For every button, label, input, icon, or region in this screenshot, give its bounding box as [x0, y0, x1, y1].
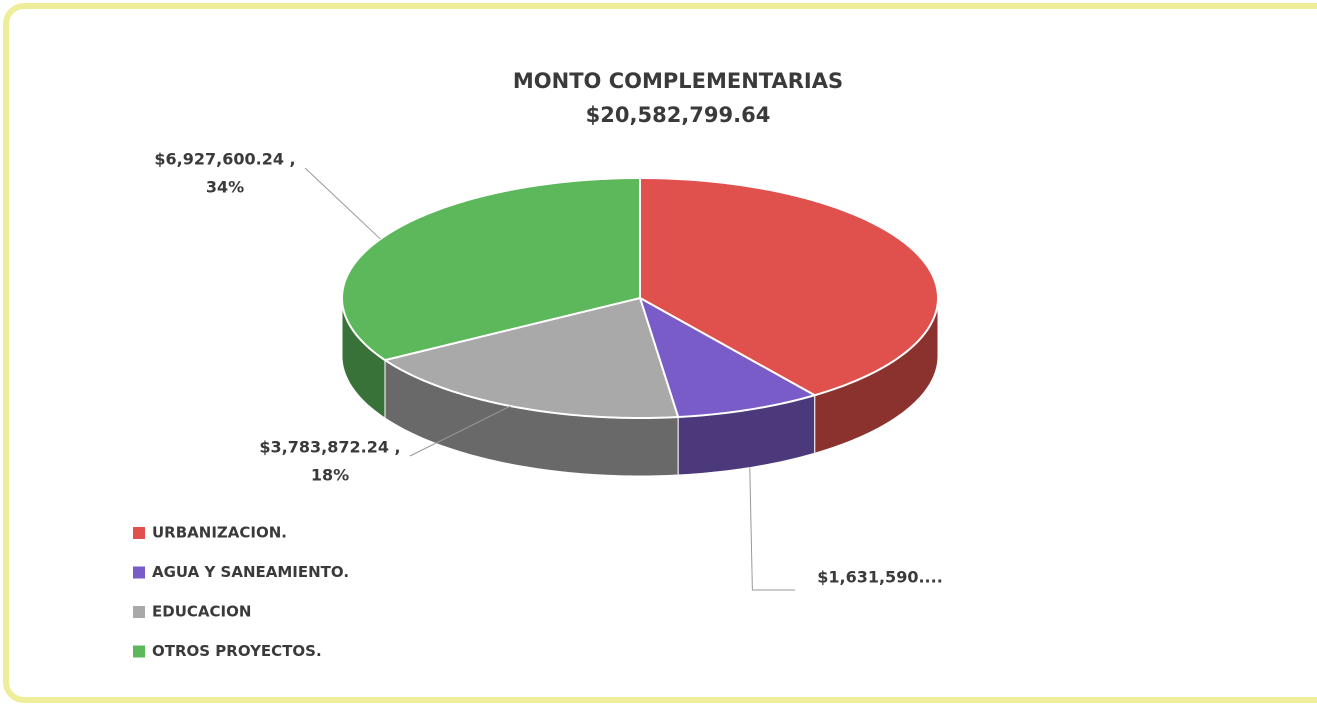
leader-line [409, 405, 511, 457]
slice [638, 295, 818, 419]
legend-swatch [133, 606, 145, 618]
legend-label: OTROS PROYECTOS. [152, 642, 322, 660]
data-label: $6,927,600.24 , [154, 150, 295, 169]
legend-label: AGUA Y SANEAMIENTO. [152, 563, 349, 581]
legend-swatch [133, 527, 145, 539]
legend-swatch [133, 566, 145, 579]
slice [639, 176, 939, 397]
legend-swatch [133, 645, 145, 658]
data-label: $3,783,872.24 , [259, 438, 400, 457]
chart-title: MONTO COMPLEMENTARIAS [513, 69, 843, 93]
leader-line [749, 467, 795, 591]
percent-label: 18% [311, 466, 349, 485]
slice [341, 176, 641, 362]
chart-subtitle: $20,582,799.64 [586, 103, 771, 127]
leader-line [304, 167, 381, 240]
percent-label: 34% [206, 178, 244, 197]
legend-label: URBANIZACION. [152, 524, 287, 542]
legend-label: EDUCACION [152, 603, 251, 621]
data-label: $1,631,590.... [817, 568, 943, 587]
